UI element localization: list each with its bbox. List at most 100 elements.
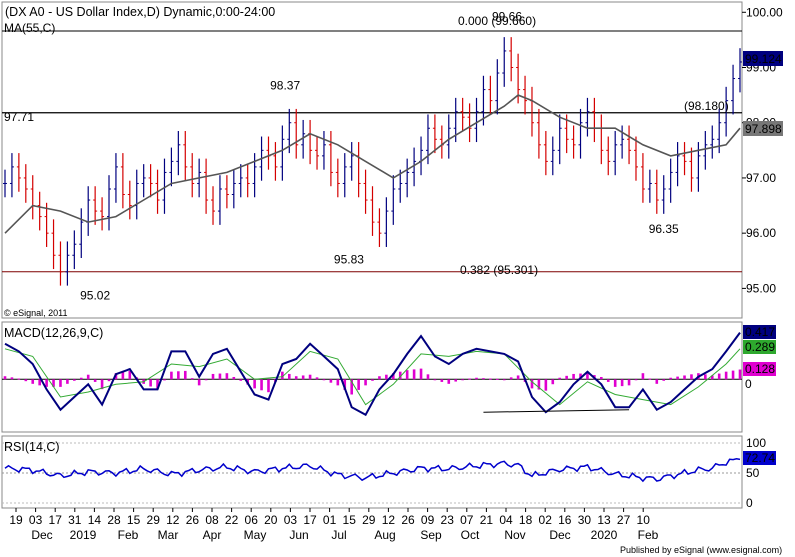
macd-histogram-bar (572, 373, 575, 380)
macd-histogram-bar (489, 378, 492, 380)
price-annotation: 99.66 (492, 10, 522, 24)
ma-55-line (4, 94, 741, 234)
x-month-label: Feb (638, 528, 659, 542)
x-day-label: 27 (617, 513, 631, 527)
x-day-label: 15 (127, 513, 141, 527)
macd-histogram-bar (426, 374, 430, 380)
signal-badge: 0.289 (745, 340, 775, 354)
macd-line (4, 332, 741, 417)
macd-histogram-bar (600, 376, 603, 380)
x-day-label: 09 (421, 513, 435, 527)
macd-histogram-bar (239, 379, 243, 381)
macd-histogram-bar (190, 378, 194, 380)
x-day-label: 21 (480, 513, 494, 527)
macd-histogram-bar (79, 377, 83, 380)
macd-histogram-bar (690, 374, 693, 380)
macd-histogram-bar (86, 374, 90, 380)
ma-badge-bg (743, 121, 783, 136)
x-axis-month-labels: Dec 2019 Feb Mar Apr May Jun Jul Aug Sep Oct Nov Dec… (31, 528, 658, 542)
macd-histogram-bar (260, 379, 263, 391)
macd-histogram-bar (509, 377, 513, 380)
x-axis-day-labels: 19 03 17 31 14 28 15 29 12 26 08 22 06 20 03 17 01 15 29 12… (9, 508, 650, 527)
macd-histogram-bar (232, 376, 236, 380)
macd-histogram-bar (38, 379, 41, 386)
macd-histogram-bar (197, 379, 201, 386)
rsi-line (4, 458, 741, 483)
x-day-label: 03 (29, 513, 43, 527)
macd-support-line (483, 409, 630, 413)
macd-title: MACD(12,26,9,C) (4, 326, 103, 340)
price-series (3, 37, 742, 286)
macd-histogram-bar (336, 379, 340, 386)
macd-histogram-bar (281, 371, 284, 380)
x-day-label: 13 (597, 513, 611, 527)
macd-histogram-bar (627, 379, 631, 386)
price-annotation: 96.35 (649, 222, 679, 236)
macd-histogram-bar (3, 376, 7, 380)
macd-histogram-bar (669, 377, 672, 380)
macd-histogram-bar (59, 379, 62, 387)
macd-histogram-bar (31, 379, 35, 384)
macd-histogram-bar (655, 379, 659, 384)
x-day-label: 08 (205, 513, 219, 527)
macd-histogram-bar (350, 379, 353, 395)
x-month-label: May (244, 528, 267, 542)
macd-histogram-bar (419, 368, 423, 380)
x-month-label: Sep (420, 528, 442, 542)
macd-panel-frame (1, 321, 743, 433)
rsi-badge: 72.74 (745, 451, 775, 465)
x-day-label: 06 (245, 513, 259, 527)
rsi-y-axis: 100 50 0 (746, 436, 766, 510)
macd-histogram-bar (551, 379, 555, 385)
macd-histogram-bar (163, 379, 166, 381)
x-day-label: 02 (539, 513, 553, 527)
rsi-y-tick-label: 0 (746, 496, 753, 510)
level-9771-label: 97.71 (4, 110, 34, 124)
macd-series (2, 332, 742, 417)
ma-badge: 97.898 (745, 122, 782, 136)
macd-histogram-bar (620, 379, 624, 387)
x-month-label: Apr (203, 528, 222, 542)
macd-histogram-bar (308, 374, 312, 380)
macd-histogram-bar (211, 373, 215, 380)
hist-badge: 0.128 (745, 362, 775, 376)
macd-histogram-bar (530, 379, 534, 389)
x-day-label: 23 (441, 513, 455, 527)
x-day-label: 29 (147, 513, 161, 527)
x-day-label: 19 (9, 513, 23, 527)
x-month-label: Jul (331, 528, 346, 542)
macd-histogram-bar (329, 379, 333, 383)
x-day-label: 26 (186, 513, 200, 527)
footer-text: Published by eSignal (www.esignal.com) (620, 545, 782, 555)
macd-histogram-bar (586, 373, 589, 380)
x-day-label: 12 (382, 513, 396, 527)
price-annotation: 95.83 (334, 253, 364, 267)
macd-histogram-bar (558, 377, 562, 380)
x-month-label: Jun (289, 528, 308, 542)
macd-histogram-bar (440, 379, 444, 382)
x-month-label: 2020 (591, 528, 618, 542)
x-month-label: Mar (158, 528, 179, 542)
chart-title: (DX A0 - US Dollar Index,D) Dynamic,0:00… (5, 5, 275, 19)
macd-histogram-bar (392, 373, 395, 380)
macd-histogram-bar (710, 375, 714, 380)
macd-histogram-bar (704, 374, 707, 380)
macd-histogram-bar (662, 379, 666, 381)
hist-badge-bg (743, 362, 776, 376)
macd-histogram-bar (482, 378, 485, 380)
x-day-label: 12 (166, 513, 180, 527)
macd-histogram-bar (93, 379, 97, 382)
macd-histogram-bar (731, 370, 735, 380)
macd-badge-bg (743, 325, 776, 339)
rsi-y-tick-label: 50 (746, 466, 760, 480)
macd-histogram-bar (371, 379, 374, 381)
x-month-label: Dec (549, 528, 570, 542)
macd-histogram-bar (634, 379, 638, 381)
macd-histogram-bar (52, 379, 55, 387)
x-month-label: Feb (118, 528, 139, 542)
x-day-label: 29 (362, 513, 376, 527)
macd-histogram-bar (107, 379, 111, 382)
macd-histogram-bar (433, 379, 437, 381)
